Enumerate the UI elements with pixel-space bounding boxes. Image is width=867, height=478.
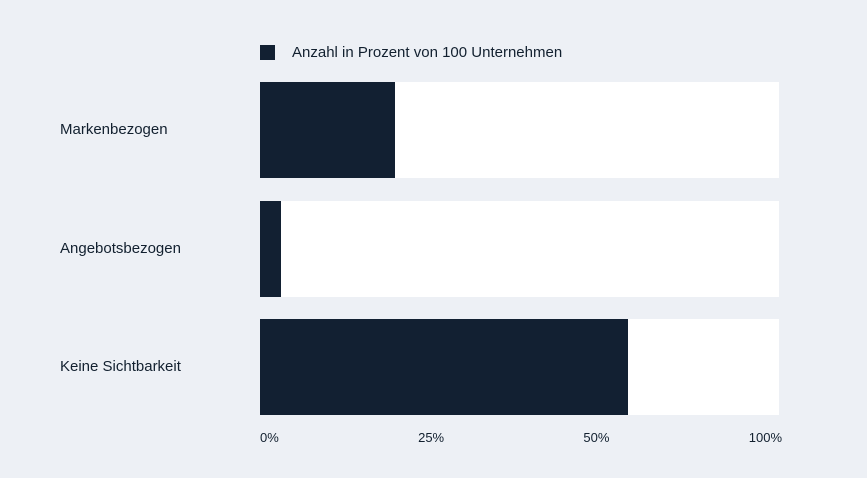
legend-label: Anzahl in Prozent von 100 Unternehmen <box>292 44 563 61</box>
category-label: Angebotsbezogen <box>60 240 181 257</box>
bar-track <box>260 201 779 297</box>
bar-track <box>260 82 779 178</box>
bar-track <box>260 319 779 415</box>
bar <box>260 201 281 297</box>
bar <box>260 319 629 415</box>
legend-swatch <box>260 45 275 60</box>
x-axis-ticks: 0% 25% 50% 100% <box>260 430 782 445</box>
tick-label: 50% <box>583 430 610 445</box>
category-label: Markenbezogen <box>60 121 168 138</box>
tick-label: 0% <box>260 430 279 445</box>
tick-label: 100% <box>748 430 782 445</box>
category-label: Keine Sichtbarkeit <box>60 358 181 375</box>
bar <box>260 82 395 178</box>
tick-label: 25% <box>418 430 445 445</box>
legend: Anzahl in Prozent von 100 Unternehmen <box>260 44 562 61</box>
